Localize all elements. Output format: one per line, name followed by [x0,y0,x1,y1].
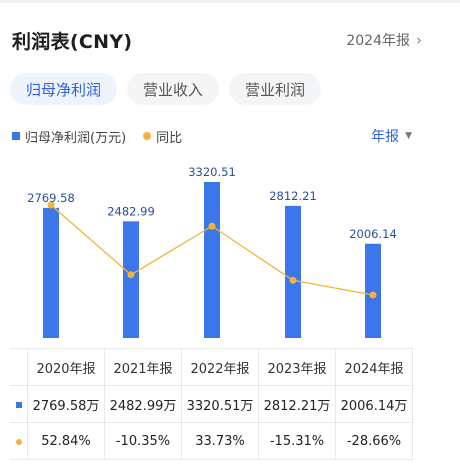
bar-2023年报 [285,205,301,338]
chart-legend-row: 归母净利润(万元) 同比 年报 ▼ [12,126,412,146]
net-profit-chart: 2769.58 2482.99 3320.51 2812.21 2006.14 [27,165,397,338]
yoy-row-marker [10,422,28,460]
legend-net-profit: 归母净利润(万元) [25,130,127,146]
report-type-label: 年报 [371,129,400,145]
bar-value-label: 3320.51 [188,165,236,179]
yoy-point [208,222,216,230]
yoy-cell: 33.73% [181,422,259,460]
chevron-right-icon: › [416,31,422,49]
bar-legend-square-icon [12,132,20,140]
tab-net-profit[interactable]: 归母净利润 [10,73,118,105]
line-legend-dot-icon [143,132,152,140]
legend-yoy: 同比 [156,130,183,146]
triangle-down-icon: ▼ [405,131,412,141]
net-profit-cell: 2006.14万 [335,385,413,423]
yoy-point [127,271,135,279]
tab-operating-profit[interactable]: 营业利润 [229,73,322,105]
yoy-point [369,291,377,299]
table-header-cell: 2022年报 [181,348,259,386]
table-header-cell: 2021年报 [104,348,182,386]
net-profit-cell: 2812.21万 [258,385,336,423]
table-row-yoy: 52.84% -10.35% 33.73% -15.31% -28.66% [10,422,413,460]
table-header-cell: 2020年报 [27,348,105,386]
chart-legend: 归母净利润(万元) 同比 [12,127,182,146]
data-table: 2020年报 2021年报 2022年报 2023年报 2024年报 2769.… [10,348,413,460]
tab-revenue[interactable]: 营业收入 [127,73,220,105]
net-profit-cell: 2482.99万 [104,385,182,423]
table-row-net-profit: 2769.58万 2482.99万 3320.51万 2812.21万 2006… [10,385,413,423]
yoy-point [289,276,297,284]
bar-value-label: 2812.21 [269,189,317,203]
net-profit-cell: 2769.58万 [27,385,105,423]
metric-tabs: 归母净利润 营业收入 营业利润 [10,73,322,105]
bar-marker-square-icon [15,401,22,408]
top-divider [0,0,460,3]
table-corner-cell [10,348,28,386]
bar-value-label: 2006.14 [349,227,397,241]
statement-header: 利润表(CNY) 2024年报 › [12,26,422,54]
period-selector[interactable]: 2024年报 › [346,30,422,50]
report-type-dropdown[interactable]: 年报 ▼ [371,126,412,146]
yoy-cell: -10.35% [104,422,182,460]
bar-2024年报 [365,243,381,338]
bar-2022年报 [204,182,220,338]
net-profit-row-marker [10,385,28,423]
yoy-point [47,201,55,209]
bar-2021年报 [123,221,139,338]
line-marker-dot-icon [15,438,22,445]
statement-title: 利润表(CNY) [12,30,133,53]
net-profit-cell: 3320.51万 [181,385,259,423]
period-label: 2024年报 [346,33,410,49]
bar-value-label: 2482.99 [107,204,155,218]
bar-2020年报 [43,207,59,338]
table-header-cell: 2024年报 [335,348,413,386]
table-header-cell: 2023年报 [258,348,336,386]
bar-value-label: 2769.58 [27,191,75,205]
yoy-cell: -28.66% [335,422,413,460]
yoy-cell: -15.31% [258,422,336,460]
table-header-row: 2020年报 2021年报 2022年报 2023年报 2024年报 [10,348,413,386]
yoy-cell: 52.84% [27,422,105,460]
